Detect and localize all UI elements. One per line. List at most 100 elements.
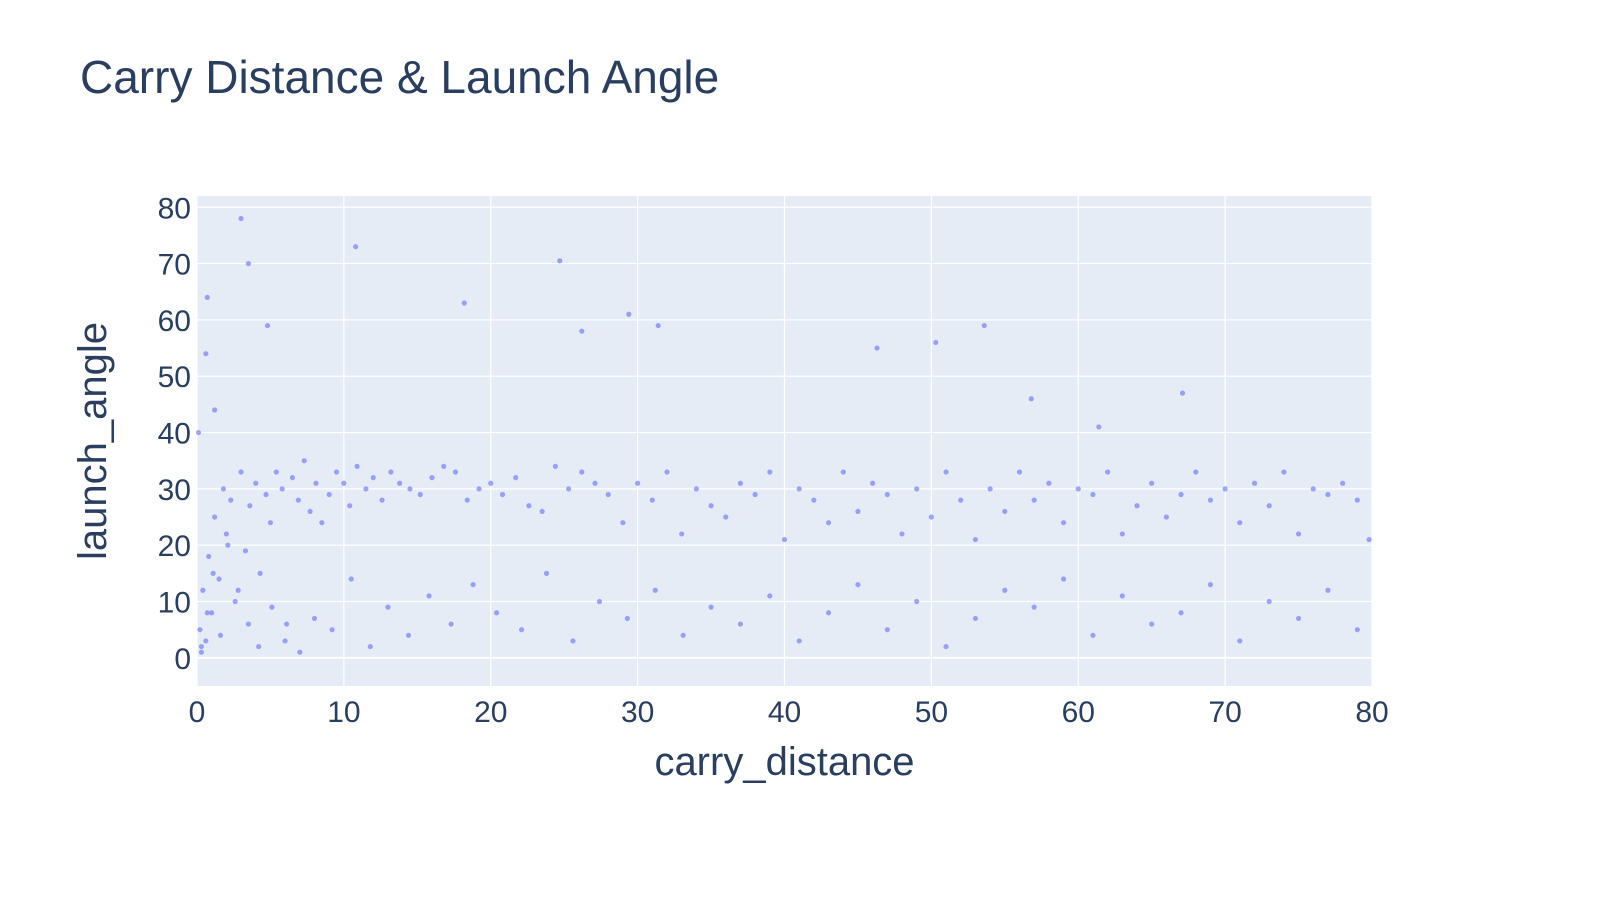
data-point	[1105, 469, 1111, 475]
data-point	[737, 480, 744, 486]
data-point	[899, 531, 905, 537]
data-point	[220, 486, 227, 492]
data-point	[579, 328, 585, 334]
data-point	[470, 582, 476, 588]
data-point	[624, 615, 630, 622]
data-point	[767, 593, 773, 599]
data-point	[680, 632, 686, 638]
data-point	[596, 598, 603, 605]
data-point	[652, 587, 658, 593]
data-point	[203, 638, 209, 644]
data-point	[1075, 486, 1081, 492]
data-point	[825, 520, 832, 526]
chart-title: Carry Distance & Launch Angle	[80, 51, 720, 103]
x-tick-label: 80	[1355, 696, 1388, 729]
data-point	[198, 649, 205, 655]
data-point	[1295, 531, 1302, 537]
data-point	[228, 497, 234, 503]
data-point	[987, 486, 993, 492]
data-point	[379, 497, 385, 503]
data-point	[307, 508, 313, 515]
data-point	[620, 520, 626, 526]
data-point	[693, 486, 699, 492]
data-point	[256, 643, 262, 650]
data-point	[367, 643, 373, 650]
data-point	[488, 480, 494, 486]
data-point	[1046, 480, 1052, 486]
data-point	[1251, 480, 1258, 486]
data-point	[385, 604, 391, 610]
data-point	[223, 531, 229, 537]
data-point	[981, 322, 987, 329]
data-point	[605, 491, 611, 498]
data-point	[1207, 582, 1214, 588]
data-point	[269, 604, 275, 610]
data-point	[464, 497, 470, 503]
data-point	[197, 627, 203, 633]
data-point	[217, 632, 224, 638]
data-point	[1031, 604, 1037, 610]
data-point	[263, 491, 269, 498]
data-point	[405, 632, 412, 638]
data-point	[1295, 615, 1302, 622]
data-point	[1119, 531, 1125, 537]
data-point	[353, 244, 359, 250]
data-point	[225, 542, 231, 548]
data-point	[626, 311, 632, 317]
data-point	[1310, 486, 1316, 492]
data-point	[855, 582, 861, 588]
data-point	[311, 615, 318, 622]
data-point	[216, 576, 222, 582]
data-point	[203, 351, 209, 357]
data-point	[448, 621, 454, 627]
data-point	[212, 514, 218, 520]
data-point	[811, 497, 817, 503]
data-point	[370, 475, 376, 481]
data-point	[232, 598, 238, 605]
x-tick-label: 70	[1208, 696, 1241, 729]
data-point	[1090, 632, 1096, 638]
data-point	[1060, 520, 1067, 526]
data-point	[354, 463, 360, 469]
data-point	[206, 553, 212, 560]
data-point	[494, 610, 500, 616]
y-tick-label: 60	[158, 305, 191, 338]
data-point	[363, 486, 369, 492]
data-point	[1149, 621, 1155, 627]
data-point	[884, 491, 890, 498]
data-point	[1163, 514, 1169, 520]
data-point	[209, 610, 215, 616]
data-point	[279, 486, 285, 492]
data-point	[796, 486, 802, 492]
data-point	[1002, 508, 1008, 515]
data-point	[1002, 587, 1008, 593]
data-point	[1134, 503, 1140, 509]
data-point	[518, 627, 525, 633]
data-point	[708, 604, 714, 610]
data-point	[649, 497, 655, 503]
data-point	[1207, 497, 1214, 503]
data-point	[664, 469, 670, 475]
data-point	[1266, 503, 1272, 509]
data-point	[655, 322, 661, 329]
data-point	[723, 514, 729, 520]
data-point	[319, 520, 325, 526]
data-point	[200, 587, 206, 593]
data-point	[1090, 491, 1096, 498]
data-point	[870, 480, 876, 486]
data-point	[579, 469, 585, 475]
data-point	[212, 407, 218, 413]
data-point	[1354, 627, 1360, 633]
data-point	[1237, 520, 1243, 526]
y-tick-label: 50	[158, 361, 191, 394]
x-tick-label: 60	[1062, 696, 1095, 729]
data-point	[461, 300, 467, 306]
data-point	[796, 638, 802, 644]
data-point	[933, 339, 939, 346]
y-tick-label: 0	[174, 643, 191, 676]
data-point	[767, 469, 773, 475]
data-point	[543, 570, 550, 576]
y-tick-label: 40	[158, 418, 191, 451]
data-point	[242, 548, 249, 554]
